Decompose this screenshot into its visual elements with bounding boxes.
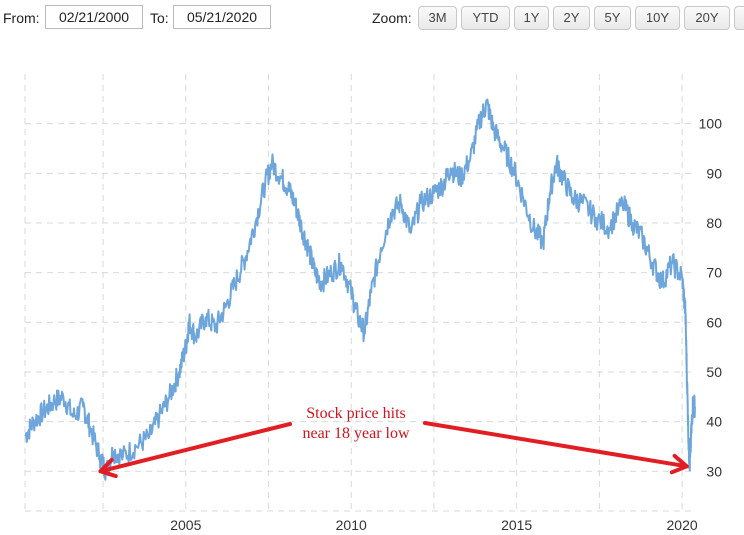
y-tick-label: 80 [706,215,722,231]
y-tick-label: 40 [706,414,722,430]
annotation-arrow-head [669,453,689,475]
x-axis-ticks: 2005 2010 2015 2020 [170,517,698,533]
series-line-0 [24,98,696,481]
grid-lines [24,74,695,512]
annotation-arrow-shaft [423,421,689,469]
y-axis-ticks: 30 40 50 60 70 80 90 100 [699,116,723,480]
zoom-button-3m[interactable]: 3M [418,6,457,30]
toolbar: From: 02/21/2000 To: 05/21/2020 Zoom: 3M… [0,0,744,36]
annotation-arrow-head [98,457,118,479]
annotation: Stock price hits near 18 year low [98,405,689,479]
from-label: From: [3,10,40,26]
x-tick-label: 2015 [501,517,532,533]
price-chart[interactable]: 30 40 50 60 70 80 90 100 2005 2010 2015 2020 Stock… [0,36,744,535]
annotation-text-line: near 18 year low [302,425,410,442]
y-tick-label: 60 [706,314,722,330]
zoom-button-20y[interactable]: 20Y [684,6,730,30]
x-tick-label: 2005 [170,517,201,533]
x-tick-label: 2010 [336,517,367,533]
annotation-arrow-shaft [98,422,292,474]
zoom-button-ytd[interactable]: YTD [461,6,510,30]
y-tick-label: 70 [706,265,722,281]
y-tick-label: 30 [706,463,722,479]
to-label: To: [150,10,169,26]
zoom-label: Zoom: [372,10,412,26]
x-tick-label: 2020 [667,517,698,533]
zoom-button-10y[interactable]: 10Y [635,6,680,30]
series-layer [24,98,696,481]
zoom-button-2y[interactable]: 2Y [553,6,590,30]
to-date-input[interactable]: 05/21/2020 [173,5,271,29]
zoom-button-1y[interactable]: 1Y [514,6,549,30]
y-tick-label: 90 [706,165,722,181]
y-tick-label: 100 [699,116,723,132]
zoom-button-overflow[interactable] [734,6,744,30]
from-date-input[interactable]: 02/21/2000 [45,5,143,29]
y-tick-label: 50 [706,364,722,380]
annotation-text-line: Stock price hits [306,405,406,422]
zoom-button-5y[interactable]: 5Y [594,6,631,30]
